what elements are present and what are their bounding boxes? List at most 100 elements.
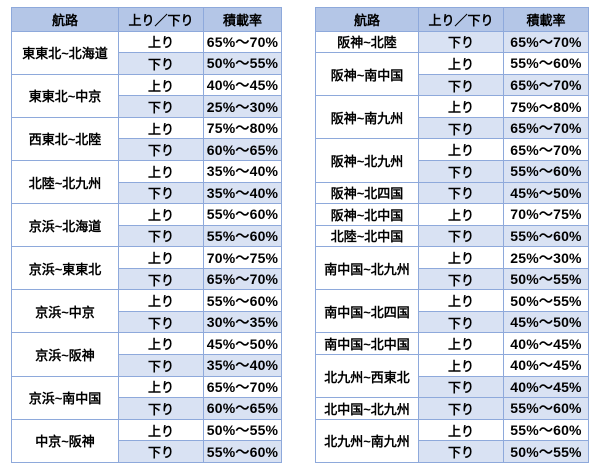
table-row: 下り 40%～45% — [316, 375, 589, 399]
header-rate: 積載率 — [203, 7, 282, 32]
rate-cell: 30%～35% — [203, 310, 282, 334]
direction-cell: 上り — [118, 159, 204, 183]
rate-cell: 65%～70% — [503, 116, 589, 140]
rate-cell: 35%～40% — [203, 181, 282, 205]
table-row: 南中国~北九州 上り 25%～30% — [315, 246, 589, 291]
header-direction: 上り／下り — [118, 7, 204, 32]
direction-cell: 上り — [118, 116, 204, 140]
table-row: 阪神~南九州 上り 75%～80% — [315, 95, 589, 140]
rate-cell: 55%～60% — [203, 203, 282, 226]
rate-cell: 65%～70% — [503, 30, 589, 54]
direction-cell: 下り — [418, 116, 504, 140]
route-cell: 京浜~北海道 — [11, 203, 119, 248]
direction-cell: 下り — [418, 310, 504, 334]
direction-cell: 下り — [418, 73, 504, 97]
direction-cell: 下り — [118, 95, 204, 118]
route-cell: 阪神~北陸 — [315, 30, 419, 54]
direction-cell: 上り — [418, 354, 504, 377]
direction-cell: 上り — [118, 375, 204, 399]
direction-cell: 上り — [118, 203, 204, 226]
direction-cell: 下り — [418, 440, 504, 463]
direction-cell: 下り — [418, 267, 504, 291]
table-row: 下り 55%～60% — [316, 159, 589, 183]
rate-cell: 60%～65% — [203, 138, 282, 161]
direction-cell: 下り — [418, 397, 504, 420]
direction-cell: 上り — [418, 203, 504, 226]
freight-rate-table-right: 航路 上り／下り 積載率 阪神~北陸 下り 65%～70% 阪神~南中国 上り 55%～60% 下… — [315, 7, 589, 464]
route-cell: 京浜~東東北 — [11, 246, 119, 291]
direction-cell: 下り — [418, 375, 504, 399]
rate-cell: 40%～45% — [503, 375, 589, 399]
rate-cell: 40%～45% — [503, 354, 589, 377]
route-cell: 阪神~北四国 — [315, 181, 419, 205]
header-rate: 積載率 — [503, 7, 589, 32]
route-cell: 北九州~西東北 — [315, 354, 419, 399]
direction-cell: 下り — [118, 224, 204, 248]
direction-cell: 下り — [118, 440, 204, 463]
table-row: 西東北~北陸 上り 75%～80% — [11, 116, 282, 161]
direction-cell: 上り — [118, 418, 204, 442]
table-row: 下り 50%～55% — [12, 52, 282, 75]
route-cell: 京浜~南中国 — [11, 375, 119, 420]
rate-cell: 55%～60% — [203, 289, 282, 312]
direction-cell: 上り — [418, 138, 504, 161]
table-row: 阪神~北四国 下り 45%～50% — [315, 181, 589, 205]
table-row: 北九州~西東北 上り 40%～45% — [315, 354, 589, 399]
table-row: 下り 25%～30% — [12, 95, 282, 118]
table-row: 下り 60%～65% — [12, 397, 282, 420]
direction-cell: 上り — [118, 73, 204, 97]
direction-cell: 下り — [118, 138, 204, 161]
rate-cell: 50%～55% — [203, 418, 282, 442]
table-row: 京浜~中京 上り 55%～60% — [11, 289, 282, 334]
direction-cell: 下り — [118, 310, 204, 334]
route-cell: 東東北~中京 — [11, 73, 119, 118]
table-row: 京浜~阪神 上り 45%～50% — [11, 332, 282, 377]
direction-cell: 上り — [418, 95, 504, 118]
direction-cell: 上り — [418, 289, 504, 312]
route-cell: 南中国~北中国 — [315, 332, 419, 356]
route-cell: 京浜~阪神 — [11, 332, 119, 377]
rate-cell: 65%～70% — [203, 267, 282, 291]
direction-cell: 下り — [118, 52, 204, 75]
rate-cell: 45%～50% — [203, 332, 282, 356]
rate-cell: 75%～80% — [503, 95, 589, 118]
table-row: 中京~阪神 上り 50%～55% — [11, 418, 282, 464]
direction-cell: 下り — [118, 354, 204, 377]
rate-cell: 50%～55% — [203, 52, 282, 75]
rate-cell: 55%～60% — [503, 224, 589, 248]
rate-cell: 45%～50% — [503, 310, 589, 334]
rate-cell: 55%～60% — [503, 159, 589, 183]
route-cell: 東東北~北海道 — [11, 30, 119, 75]
table-row: 京浜~北海道 上り 55%～60% — [11, 203, 282, 248]
rate-cell: 70%～75% — [203, 246, 282, 269]
rate-cell: 65%～70% — [203, 30, 282, 54]
route-cell: 阪神~北中国 — [315, 203, 419, 226]
rate-cell: 35%～40% — [203, 159, 282, 183]
direction-cell: 上り — [418, 332, 504, 356]
route-cell: 北陸~北九州 — [11, 159, 119, 205]
rate-cell: 25%～30% — [503, 246, 589, 269]
route-cell: 北九州~南九州 — [315, 418, 419, 464]
table-row: 下り 50%～55% — [316, 440, 589, 463]
table-row: 北九州~南九州 上り 55%～60% — [315, 418, 589, 464]
freight-rate-table-left: 航路 上り／下り 積載率 東東北~北海道 上り 65%～70% 下り 50%～55% 東東北~中… — [11, 7, 282, 464]
table-row: 阪神~北九州 上り 65%～70% — [315, 138, 589, 183]
rate-cell: 65%～70% — [503, 73, 589, 97]
route-cell: 北中国~北九州 — [315, 397, 419, 420]
direction-cell: 上り — [418, 246, 504, 269]
freight-rate-table-left: 航路 上り／下り 積載率 東東北~北海道 上り 65%～70% 下り 50%～55% 東東北~中… — [11, 7, 282, 464]
rate-cell: 55%～60% — [503, 52, 589, 75]
rate-cell: 25%～30% — [203, 95, 282, 118]
table-row: 阪神~南中国 上り 55%～60% — [315, 52, 589, 97]
rate-cell: 55%～60% — [503, 418, 589, 442]
direction-cell: 上り — [118, 246, 204, 269]
route-cell: 南中国~北九州 — [315, 246, 419, 291]
header-route: 航路 — [315, 7, 419, 32]
freight-rate-table-right: 航路 上り／下り 積載率 阪神~北陸 下り 65%～70% 阪神~南中国 上り 55%～60% 下… — [315, 7, 589, 464]
rate-cell: 50%～55% — [503, 289, 589, 312]
direction-cell: 下り — [118, 181, 204, 205]
table-row: 下り 45%～50% — [316, 310, 589, 334]
rate-cell: 55%～60% — [203, 224, 282, 248]
direction-cell: 下り — [118, 267, 204, 291]
table-row: 下り 65%～70% — [12, 267, 282, 291]
